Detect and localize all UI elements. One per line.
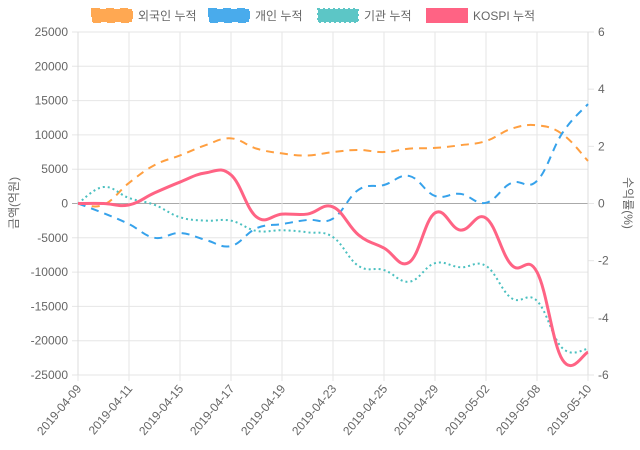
axis-ticks: 25000 20000 15000 10000 5000 0 -5000 -10000 -150… xyxy=(31,25,609,438)
y-tick-label-right: -4 xyxy=(598,311,609,325)
series-line-0 xyxy=(77,123,589,208)
x-tick-label: 2019-04-29 xyxy=(391,382,441,438)
legend-swatch-0 xyxy=(91,8,133,23)
y-tick-label-right: -6 xyxy=(598,368,609,382)
y-tick-label-left: -15000 xyxy=(31,299,69,313)
legend-label: 개인 누적 xyxy=(255,9,303,23)
legend-swatch-1 xyxy=(208,8,250,23)
series-line-1 xyxy=(77,103,589,248)
x-tick-label: 2019-04-25 xyxy=(340,382,390,438)
x-tick-label: 2019-04-23 xyxy=(289,382,339,438)
series-line-3 xyxy=(77,168,589,368)
y-tick-label-left: 20000 xyxy=(35,59,69,73)
x-tick-label: 2019-05-10 xyxy=(544,382,594,438)
x-tick-label: 2019-04-09 xyxy=(34,382,84,438)
y-tick-label-right: 4 xyxy=(598,82,605,96)
x-tick-label: 2019-04-11 xyxy=(86,382,136,438)
y-tick-label-right: 0 xyxy=(598,197,605,211)
x-tick-label: 2019-04-19 xyxy=(238,382,288,438)
y-tick-label-left: 5000 xyxy=(41,162,68,176)
legend-label: KOSPI 누적 xyxy=(473,9,535,23)
series-lines xyxy=(77,103,589,368)
y-tick-label-left: 25000 xyxy=(35,25,69,39)
y-tick-label-left: 10000 xyxy=(35,128,69,142)
x-tick-label: 2019-05-02 xyxy=(442,382,492,438)
legend-swatch-2 xyxy=(317,8,359,23)
y-tick-label-right: -2 xyxy=(598,254,609,268)
legend-label: 기관 누적 xyxy=(364,9,412,23)
legend-swatch-3 xyxy=(426,8,468,23)
y-tick-label-left: 15000 xyxy=(35,94,69,108)
y-tick-label-left: 0 xyxy=(61,197,68,211)
y-tick-label-right: 6 xyxy=(598,25,605,39)
x-tick-label: 2019-05-08 xyxy=(493,382,543,438)
grid xyxy=(72,31,594,381)
legend-label: 외국인 누적 xyxy=(138,9,197,23)
y-axis-title-left: 금액(억원) xyxy=(7,177,21,229)
x-tick-label: 2019-04-15 xyxy=(136,382,186,438)
y-tick-label-left: -20000 xyxy=(31,334,69,348)
y-tick-label-left: -5000 xyxy=(37,231,68,245)
y-tick-label-right: 2 xyxy=(598,139,605,153)
legend: 외국인 누적 개인 누적 기관 누적 KOSPI 누적 xyxy=(91,8,535,23)
y-tick-label-left: -25000 xyxy=(31,368,69,382)
y-tick-label-left: -10000 xyxy=(31,265,69,279)
y-axis-title-right: 수익률(%) xyxy=(621,177,635,229)
series-line-2 xyxy=(77,186,589,354)
x-tick-label: 2019-04-17 xyxy=(187,382,237,438)
